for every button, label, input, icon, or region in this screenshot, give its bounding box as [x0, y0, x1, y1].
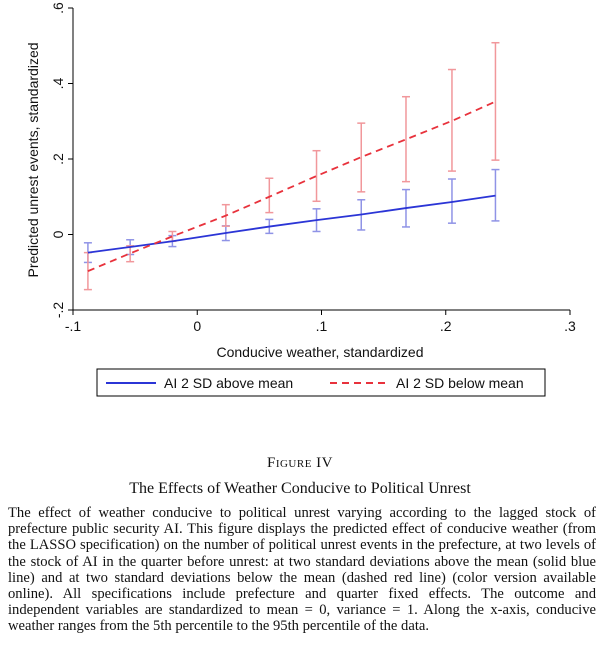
series-line-above — [87, 194, 496, 254]
legend: AI 2 SD above mean AI 2 SD below mean — [96, 368, 546, 397]
chart: -.2 0 .2 .4 .6 -.1 0 .1 .2 .3 Conducive weather, … — [25, 2, 576, 397]
legend-box — [96, 368, 546, 397]
y-tick-label: .2 — [50, 153, 66, 165]
y-tick-label: -.2 — [50, 302, 66, 319]
figure-label: Figure IV — [266, 455, 334, 471]
plot-area: -.2 0 .2 .4 .6 -.1 0 .1 .2 .3 — [50, 2, 576, 334]
x-tick-label: .3 — [564, 318, 576, 334]
series-line-below — [87, 100, 496, 272]
y-tick-label: .6 — [50, 2, 66, 14]
y-tick-label: 0 — [50, 230, 66, 238]
x-tick-label: 0 — [193, 318, 201, 334]
legend-label-below: AI 2 SD below mean — [396, 375, 524, 391]
y-axis-label: Predicted unrest events, standardized — [25, 42, 41, 277]
x-tick-label: -.1 — [65, 318, 82, 334]
x-tick-label: .1 — [316, 318, 328, 334]
y-tick-label: .4 — [50, 77, 66, 89]
legend-label-above: AI 2 SD above mean — [164, 375, 293, 391]
x-axis-label: Conducive weather, standardized — [216, 344, 423, 360]
x-tick-label: .2 — [440, 318, 452, 334]
figure-title: The Effects of Weather Conducive to Poli… — [129, 480, 471, 497]
figure-caption-body: The effect of weather conducive to polit… — [8, 505, 596, 635]
